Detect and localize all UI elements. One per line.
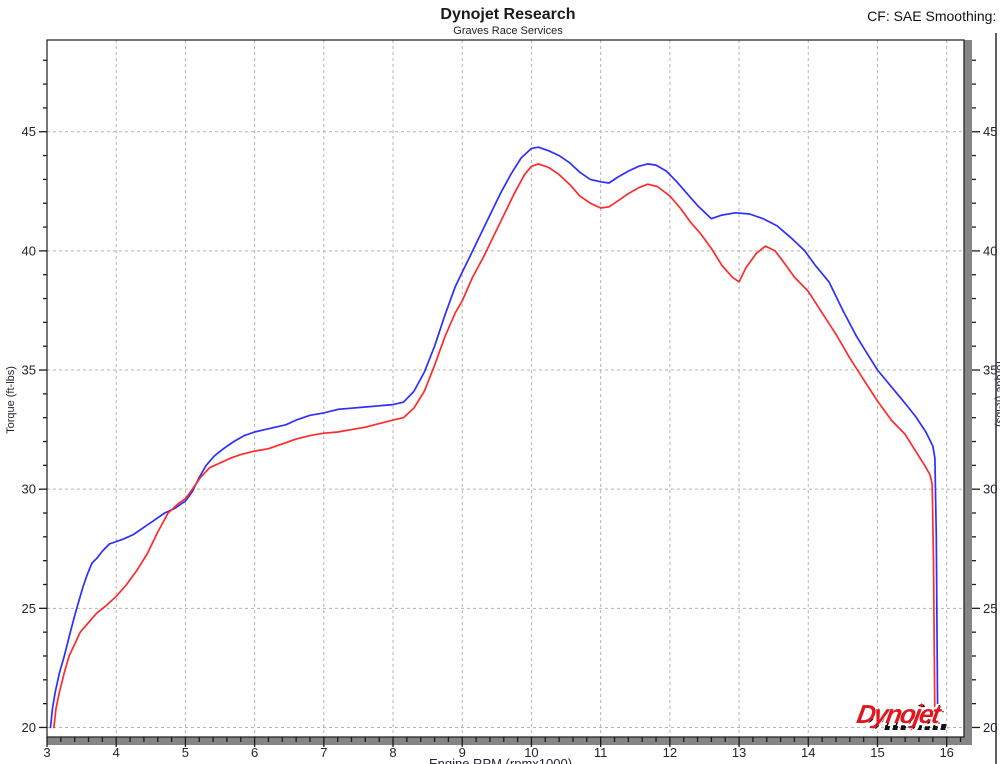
- plot-border: [46, 39, 965, 738]
- x-tick-label: 15: [870, 745, 884, 760]
- y-tick-label-right: 40: [983, 243, 997, 258]
- y-tick-label-left: 20: [22, 720, 36, 735]
- chart-subtitle: Graves Race Services: [453, 25, 563, 37]
- y-tick-label-right: 30: [983, 482, 997, 497]
- x-tick-label: 6: [251, 745, 258, 760]
- x-tick-label: 11: [594, 745, 608, 760]
- x-tick-label: 4: [113, 745, 120, 760]
- x-tick-label: 10: [524, 745, 538, 760]
- y-axis-label-right: Torque (ft-lbs): [994, 359, 1000, 427]
- torque-run-red-curve: [53, 163, 936, 729]
- x-tick-label: 7: [320, 745, 327, 760]
- plot-shadow-bottom: [47, 737, 972, 745]
- y-tick-label-left: 40: [22, 243, 36, 258]
- x-tick-label: 5: [182, 745, 189, 760]
- x-tick-label: 8: [389, 745, 396, 760]
- y-axis-label-left: Torque (ft-lbs): [5, 366, 17, 434]
- y-tick-label-left: 30: [22, 482, 36, 497]
- x-axis-label: Engine RPM (rpmx1000): [429, 756, 572, 764]
- gridlines: [47, 40, 964, 737]
- x-tick-label: 13: [732, 745, 746, 760]
- torque-run-blue-curve: [49, 146, 939, 729]
- y-tick-label-right: 45: [983, 124, 997, 139]
- x-tick-label: 16: [939, 745, 953, 760]
- dynojet-logo: Dynojet: [852, 699, 979, 741]
- y-tick-label-left: 45: [22, 124, 36, 139]
- x-tick-label: 3: [43, 745, 50, 760]
- x-tick-label: 14: [801, 745, 815, 760]
- chart-title: Dynojet Research: [440, 6, 576, 23]
- x-tick-label: 9: [459, 745, 466, 760]
- tick-marks: [39, 59, 980, 747]
- y-tick-label-right: 25: [983, 601, 997, 616]
- y-tick-label-right: 35: [983, 363, 997, 378]
- plot-shadow-right: [964, 40, 972, 745]
- y-tick-label-left: 35: [22, 363, 36, 378]
- y-tick-label-left: 25: [22, 601, 36, 616]
- dynojet-logo-text: Dynojet: [854, 699, 942, 729]
- y-tick-label-right: 20: [983, 720, 997, 735]
- x-tick-label: 12: [663, 745, 677, 760]
- smoothing-info: CF: SAE Smoothing: 5: [867, 8, 1000, 24]
